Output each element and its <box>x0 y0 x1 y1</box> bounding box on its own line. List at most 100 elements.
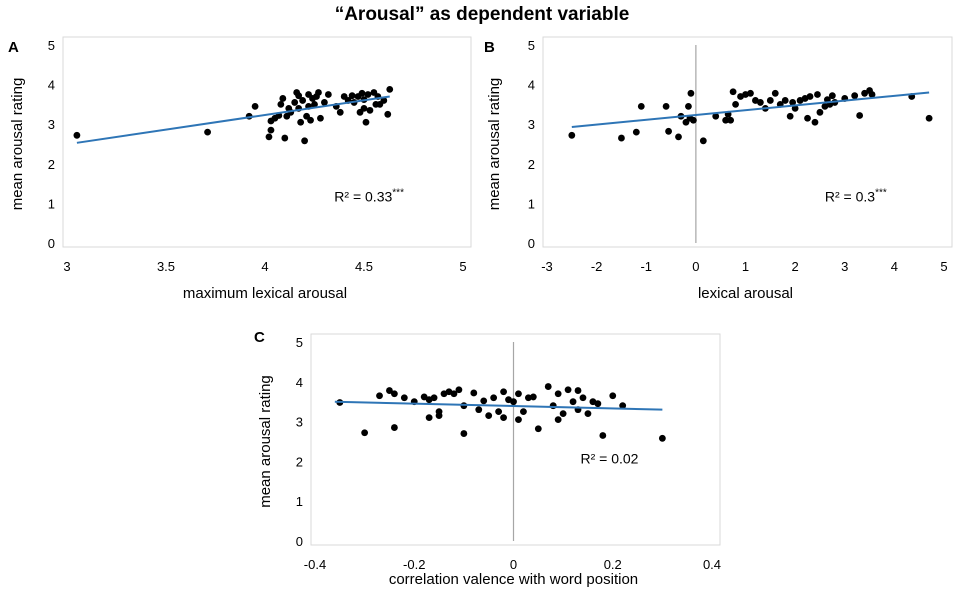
panel-label: B <box>484 39 495 56</box>
data-point <box>391 424 398 431</box>
data-point <box>400 394 408 402</box>
data-point <box>277 101 285 108</box>
data-point <box>861 89 868 97</box>
trend-line <box>571 91 930 128</box>
data-point <box>515 390 522 398</box>
data-point <box>500 388 507 396</box>
plot-frame <box>542 36 953 248</box>
y-tick-label: 4 <box>528 78 535 93</box>
data-point <box>619 402 627 410</box>
data-point <box>722 116 730 124</box>
data-point <box>430 394 438 402</box>
x-tick-label: 0 <box>692 259 699 274</box>
r-squared-label: R² = 0.02 <box>580 450 638 466</box>
data-point <box>609 392 617 400</box>
data-point <box>599 432 607 439</box>
data-point <box>559 410 567 418</box>
data-point <box>386 85 394 93</box>
x-axis-title: lexical arousal <box>698 285 793 302</box>
y-tick-label: 1 <box>48 196 55 211</box>
y-tick-label: 2 <box>48 157 55 172</box>
data-point <box>251 102 259 110</box>
y-tick-label: 0 <box>48 236 55 251</box>
x-axis-title: correlation valence with word position <box>389 571 638 588</box>
x-tick-label: 0 <box>510 557 517 572</box>
data-point <box>358 89 366 97</box>
data-point <box>297 118 305 126</box>
figure-title: “Arousal” as dependent variable <box>334 4 630 25</box>
data-point <box>376 392 383 400</box>
data-point <box>480 397 488 405</box>
panel-label: A <box>8 39 19 56</box>
data-point <box>366 106 374 114</box>
data-point <box>816 108 824 116</box>
data-point <box>362 118 370 126</box>
data-point <box>420 393 428 401</box>
y-tick-label: 3 <box>528 117 535 132</box>
data-point <box>685 102 692 110</box>
data-point <box>856 112 864 119</box>
data-point <box>699 137 707 145</box>
data-point <box>851 92 859 100</box>
data-point <box>364 91 372 98</box>
data-point <box>485 412 493 420</box>
data-point <box>568 131 576 139</box>
data-point <box>579 394 587 402</box>
data-point <box>301 137 308 145</box>
data-point <box>455 386 463 394</box>
data-point <box>317 114 324 122</box>
data-point <box>348 92 356 100</box>
data-point <box>435 412 443 420</box>
y-tick-label: 3 <box>48 117 55 132</box>
data-point <box>520 408 527 416</box>
panel-label: C <box>254 329 265 346</box>
data-point <box>380 97 388 104</box>
data-point <box>789 99 797 106</box>
data-point <box>336 108 344 116</box>
y-tick-label: 1 <box>296 494 303 509</box>
data-point <box>460 430 468 437</box>
plot-frame <box>62 36 472 248</box>
x-tick-label: 3.5 <box>157 259 175 274</box>
data-point <box>321 99 328 106</box>
data-point <box>732 101 739 108</box>
data-point <box>554 416 562 424</box>
data-point <box>295 92 303 100</box>
data-point <box>828 92 836 100</box>
y-tick-label: 2 <box>528 157 535 172</box>
y-tick-label: 5 <box>296 335 303 350</box>
y-axis-title: mean arousal rating <box>257 375 274 508</box>
y-tick-label: 4 <box>296 375 303 390</box>
panel-b: B 0 1 2 3 4 5 -3 -2 -1 0 1 2 3 4 5 lexical arousal mean a… <box>484 36 953 302</box>
data-point <box>490 394 498 402</box>
data-point <box>811 118 819 126</box>
x-tick-label: 1 <box>742 259 749 274</box>
data-point <box>791 104 799 112</box>
data-point <box>500 414 507 422</box>
data-point <box>584 410 592 418</box>
data-point <box>475 406 483 414</box>
y-tick-label: 5 <box>48 38 55 53</box>
data-point <box>554 390 562 398</box>
x-axis-title: maximum lexical arousal <box>183 285 347 302</box>
x-tick-label: -1 <box>640 259 652 274</box>
data-point <box>291 99 299 106</box>
x-tick-label: -2 <box>591 259 603 274</box>
x-tick-label: -0.4 <box>304 557 326 572</box>
data-point <box>315 89 322 96</box>
data-point <box>324 91 332 98</box>
x-tick-label: 5 <box>459 259 466 274</box>
data-point <box>307 116 314 124</box>
data-point <box>658 434 666 442</box>
data-point <box>806 93 814 100</box>
data-point <box>391 390 398 398</box>
y-tick-label: 3 <box>296 415 303 430</box>
y-tick-label: 5 <box>528 38 535 53</box>
data-point <box>675 133 682 141</box>
y-tick-label: 4 <box>48 78 55 93</box>
data-point <box>386 387 393 394</box>
data-point <box>384 110 392 118</box>
y-axis-title: mean arousal rating <box>486 78 503 211</box>
data-point <box>265 133 273 141</box>
